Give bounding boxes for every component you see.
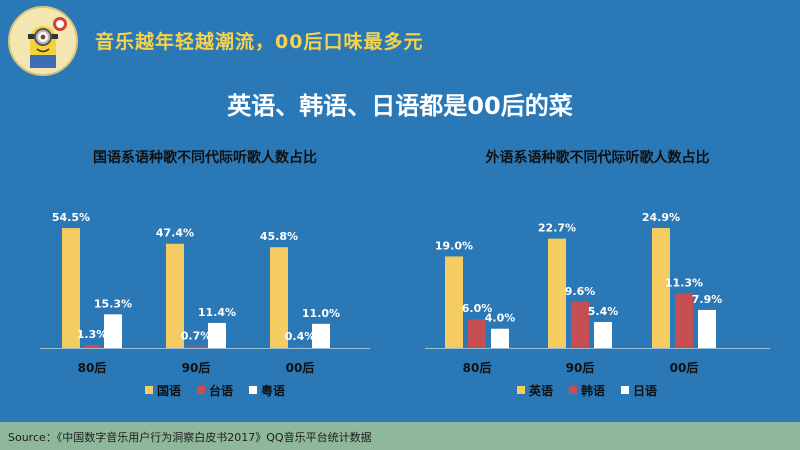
data-label: 11.3% (665, 277, 703, 290)
legend-swatch-日语 (621, 386, 629, 394)
legend-label: 国语 (157, 383, 181, 398)
legend-swatch-粤语 (249, 386, 257, 394)
category-label: 80后 (78, 360, 107, 375)
bar-台语-00后 (291, 347, 309, 348)
bar-日语-00后 (698, 309, 716, 348)
category-label: 80后 (463, 360, 492, 375)
source-text: Source：《中国数字音乐用户行为洞察白皮书2017》QQ音乐平台统计数据 (8, 431, 372, 444)
legend-swatch-韩语 (569, 386, 577, 394)
bar-台语-80后 (83, 345, 101, 348)
legend-label: 英语 (529, 383, 553, 398)
category-label: 00后 (670, 360, 699, 375)
legend-swatch-英语 (517, 386, 525, 394)
bar-日语-90后 (594, 321, 612, 348)
data-label: 7.9% (692, 293, 723, 306)
data-label: 5.4% (588, 305, 619, 318)
bar-粤语-00后 (312, 323, 330, 348)
data-label: 11.0% (302, 307, 340, 320)
data-label: 47.4% (156, 227, 194, 240)
legend-label: 台语 (209, 383, 233, 398)
bar-英语-00后 (652, 228, 670, 348)
minion-logo (8, 6, 78, 76)
minion-icon (28, 17, 67, 68)
chart-foreign-svg: 外语系语种歌不同代际听歌人数占比 19.0% 6.0%4.0% 80后 22.7% 9.6… (425, 149, 770, 398)
chart-title: 国语系语种歌不同代际听歌人数占比 (93, 149, 317, 166)
legend-swatch-国语 (145, 386, 153, 394)
chart-domestic-svg: 国语系语种歌不同代际听歌人数占比 54.5% 1.3% 15.3% 80后 47.4% 0.… (40, 149, 370, 398)
bar-台语-90后 (187, 346, 205, 348)
bar-英语-90后 (548, 238, 566, 348)
data-label: 0.4% (285, 330, 316, 343)
data-label: 24.9% (642, 211, 680, 224)
legend-label: 韩语 (581, 383, 605, 398)
category-label: 00后 (286, 360, 315, 375)
footer-bar: Source：《中国数字音乐用户行为洞察白皮书2017》QQ音乐平台统计数据 (0, 422, 800, 450)
chart-foreign-languages: 外语系语种歌不同代际听歌人数占比 19.0% 6.0% 4.0% 80后 22.7% 9.6… (425, 140, 770, 402)
main-title: 英语、韩语、日语都是00后的菜 (227, 92, 573, 120)
bar-粤语-90后 (208, 322, 226, 348)
bar-粤语-80后 (104, 314, 122, 348)
category-label: 90后 (566, 360, 595, 375)
data-label: 0.7% (181, 329, 212, 342)
data-label: 11.4% (198, 306, 236, 319)
bar-国语-00后 (270, 247, 288, 348)
category-label: 90后 (182, 360, 211, 375)
legend-label: 粤语 (261, 383, 285, 398)
data-label: 4.0% (485, 312, 516, 325)
data-label: 6.0% (462, 302, 493, 315)
bar-韩语-90后 (571, 301, 589, 348)
chart-domestic-languages: 国语系语种歌不同代际听歌人数占比 54.5% 1.3% 15.3% 80后 47.4% 0.… (40, 140, 370, 402)
data-label: 9.6% (565, 285, 596, 298)
data-label: 54.5% (52, 211, 90, 224)
bar-国语-90后 (166, 243, 184, 348)
data-label: 1.3% (77, 328, 108, 341)
bar-日语-80后 (491, 328, 509, 348)
data-label: 45.8% (260, 230, 298, 243)
bar-韩语-80后 (468, 319, 486, 348)
chart-title: 外语系语种歌不同代际听歌人数占比 (486, 149, 710, 166)
bar-国语-80后 (62, 228, 80, 348)
bar-英语-80后 (445, 256, 463, 348)
header-title: 音乐越年轻越潮流，00后口味最多元 (95, 31, 424, 53)
data-label: 19.0% (435, 239, 473, 252)
legend-label: 日语 (633, 383, 657, 398)
legend-swatch-台语 (197, 386, 205, 394)
data-label: 15.3% (94, 297, 132, 310)
bar-韩语-00后 (675, 293, 693, 348)
data-label: 22.7% (538, 222, 576, 235)
